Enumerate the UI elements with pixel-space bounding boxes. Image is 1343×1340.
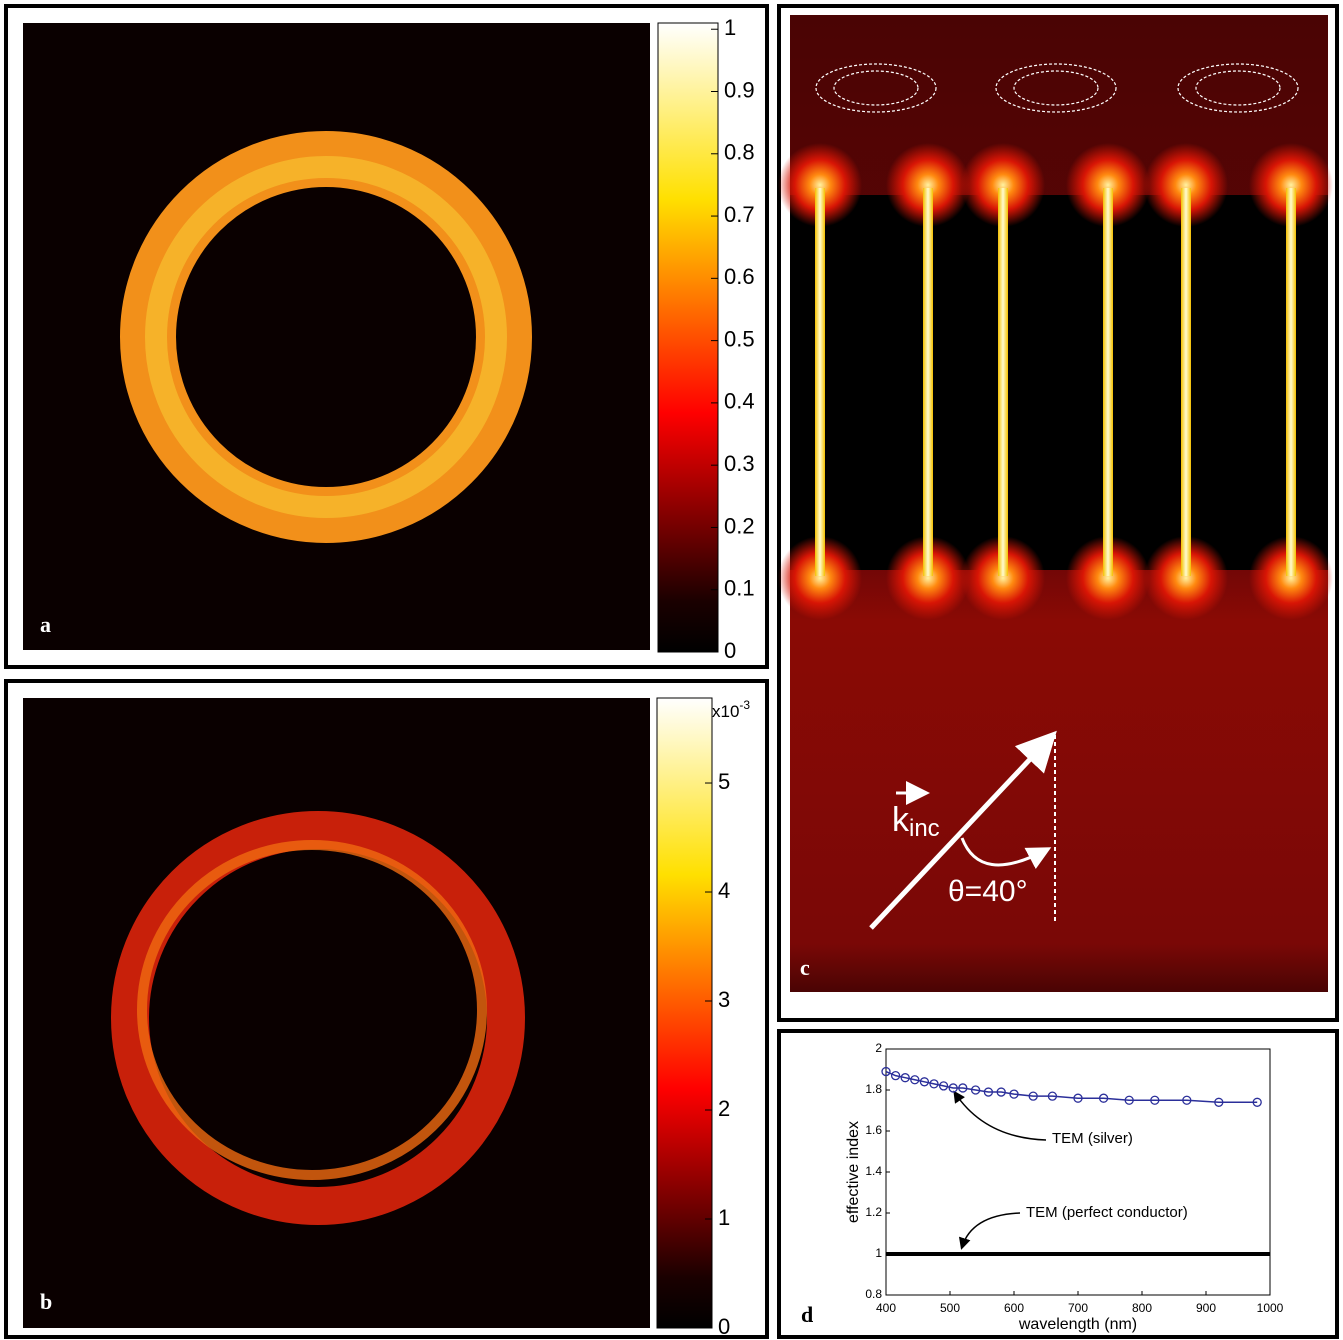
annotation: TEM (perfect conductor) — [1026, 1204, 1188, 1221]
colorbar-tick-label: 0.6 — [724, 264, 755, 289]
rod — [1103, 188, 1113, 576]
rod — [1286, 188, 1296, 576]
rod — [815, 188, 825, 576]
colorbar-tick-label: 0.9 — [724, 77, 755, 102]
x-tick-label: 900 — [1196, 1301, 1216, 1315]
panel-label: b — [40, 1289, 52, 1314]
scale-base: x10 — [712, 702, 739, 721]
colorbar-tick-label: 5 — [718, 769, 730, 794]
x-tick-label: 700 — [1068, 1301, 1088, 1315]
heatmap-area — [23, 23, 650, 650]
colorbar-tick-label: 3 — [718, 987, 730, 1012]
x-tick-label: 500 — [940, 1301, 960, 1315]
colorbar-tick-label: 1 — [724, 15, 736, 40]
x-tick-label: 600 — [1004, 1301, 1024, 1315]
colorbar-tick-label: 2 — [718, 1096, 730, 1121]
colorbar-tick-label: 4 — [718, 878, 730, 903]
x-tick-label: 800 — [1132, 1301, 1152, 1315]
angle-label: θ=40° — [948, 875, 1028, 908]
x-tick-label: 1000 — [1257, 1301, 1284, 1315]
colorbar — [657, 698, 712, 1328]
x-tick-label: 400 — [876, 1301, 896, 1315]
panel-label: a — [40, 612, 51, 637]
colorbar-tick-label: 0.5 — [724, 326, 755, 351]
y-axis-label: effective index — [845, 1121, 862, 1223]
rod — [923, 188, 933, 576]
y-tick-label: 1.6 — [865, 1123, 882, 1137]
rod — [1181, 188, 1191, 576]
colorbar-tick-label: 0.1 — [724, 576, 755, 601]
panel-label: c — [800, 955, 810, 980]
rod — [998, 188, 1008, 576]
y-tick-label: 2 — [875, 1041, 882, 1055]
x-axis-label: wavelength (nm) — [1018, 1316, 1137, 1333]
colorbar-tick-label: 0 — [718, 1314, 730, 1339]
figure: a b x10-3 kinc θ=40° c TEM (silver) TEM … — [0, 0, 1343, 1340]
colorbar — [658, 23, 718, 652]
y-tick-label: 1.2 — [865, 1205, 882, 1219]
colorbar-tick-label: 0.3 — [724, 451, 755, 476]
colorbar-tick-label: 0.2 — [724, 513, 755, 538]
wavevector: k — [892, 801, 910, 839]
slab — [790, 195, 1328, 570]
colorbar-tick-label: 0.7 — [724, 202, 755, 227]
panel-label: d — [801, 1302, 813, 1327]
y-tick-label: 0.8 — [865, 1287, 882, 1301]
y-tick-label: 1.8 — [865, 1082, 882, 1096]
y-tick-label: 1 — [875, 1246, 882, 1260]
panel-frame — [779, 1031, 1337, 1337]
annotation: TEM (silver) — [1052, 1130, 1133, 1147]
colorbar-tick-label: 0.8 — [724, 140, 755, 165]
colorbar-tick-label: 0.4 — [724, 389, 755, 414]
scale-exponent: -3 — [739, 698, 750, 712]
colorbar-tick-label: 0 — [724, 638, 736, 663]
colorbar-tick-label: 1 — [718, 1205, 730, 1230]
y-tick-label: 1.4 — [865, 1164, 882, 1178]
wavevector-subscript: inc — [909, 815, 940, 842]
